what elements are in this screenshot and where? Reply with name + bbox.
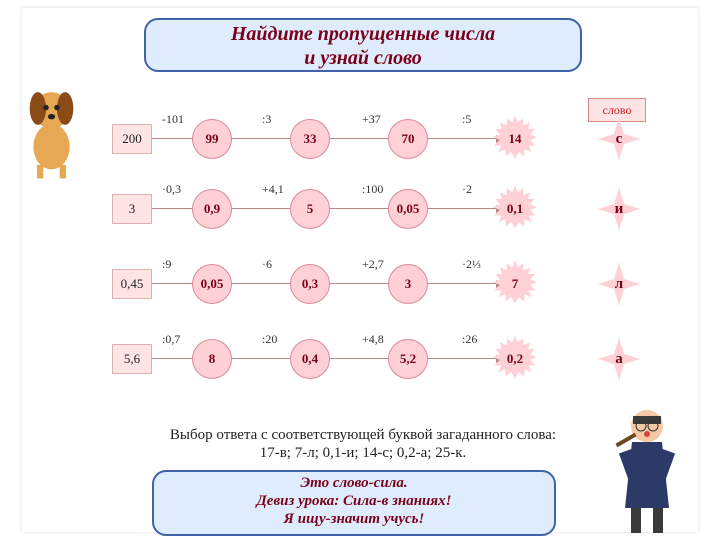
start-box: 5,6 [112, 344, 152, 374]
title-line1: Найдите пропущенные числа [231, 23, 495, 45]
operation-label: :26 [462, 332, 477, 347]
value-burst: 0,2 [492, 336, 538, 382]
letter-star: с [598, 118, 640, 160]
value-burst: 0,1 [492, 186, 538, 232]
operation-label: :100 [362, 182, 383, 197]
operation-label: +4,8 [362, 332, 384, 347]
slovo-label: слово [588, 98, 646, 122]
letter-star: а [598, 338, 640, 380]
value-circle: 99 [192, 119, 232, 159]
dog-icon [14, 83, 89, 183]
value-circle: 0,05 [192, 264, 232, 304]
value-circle: 0,9 [192, 189, 232, 229]
hint-line2: 17-в; 7-л; 0,1-и; 14-с; 0,2-а; 25-к. [260, 445, 467, 461]
value-burst: 14 [492, 116, 538, 162]
teacher-icon [597, 398, 697, 538]
value-circle: 33 [290, 119, 330, 159]
operation-label: ·2⅓ [462, 257, 481, 272]
operation-label: -101 [162, 112, 184, 127]
operation-label: ·2 [462, 182, 472, 197]
motto-line1: Это слово-сила. [300, 475, 407, 491]
motto-line3: Я ищу-значит учусь! [284, 511, 425, 527]
operation-label: :0,7 [162, 332, 180, 347]
operation-label: ·0,3 [162, 182, 181, 197]
start-box: 0,45 [112, 269, 152, 299]
value-circle: 0,4 [290, 339, 330, 379]
operation-label: +2,7 [362, 257, 384, 272]
answer-key: Выбор ответа с соответствующей буквой за… [98, 426, 628, 462]
value-circle: 8 [192, 339, 232, 379]
operation-label: :9 [162, 257, 171, 272]
operation-label: :3 [262, 112, 271, 127]
title-box: Найдите пропущенные числа и узнай слово [144, 18, 582, 72]
operation-label: ·6 [262, 257, 272, 272]
slide: Найдите пропущенные числа и узнай слово … [22, 8, 698, 532]
value-circle: 5,2 [388, 339, 428, 379]
value-circle: 5 [290, 189, 330, 229]
value-circle: 3 [388, 264, 428, 304]
motto-line2: Девиз урока: Сила-в знаниях! [257, 493, 452, 509]
value-circle: 0,3 [290, 264, 330, 304]
start-box: 200 [112, 124, 152, 154]
value-circle: 0,05 [388, 189, 428, 229]
title-line2: и узнай слово [304, 47, 422, 69]
start-box: 3 [112, 194, 152, 224]
operation-label: +4,1 [262, 182, 284, 197]
operation-label: :20 [262, 332, 277, 347]
operation-label: +37 [362, 112, 381, 127]
hint-line1: Выбор ответа с соответствующей буквой за… [170, 427, 556, 443]
letter-star: и [598, 188, 640, 230]
value-circle: 70 [388, 119, 428, 159]
value-burst: 7 [492, 261, 538, 307]
letter-star: л [598, 263, 640, 305]
motto-box: Это слово-сила. Девиз урока: Сила-в знан… [152, 470, 556, 536]
operation-label: :5 [462, 112, 471, 127]
